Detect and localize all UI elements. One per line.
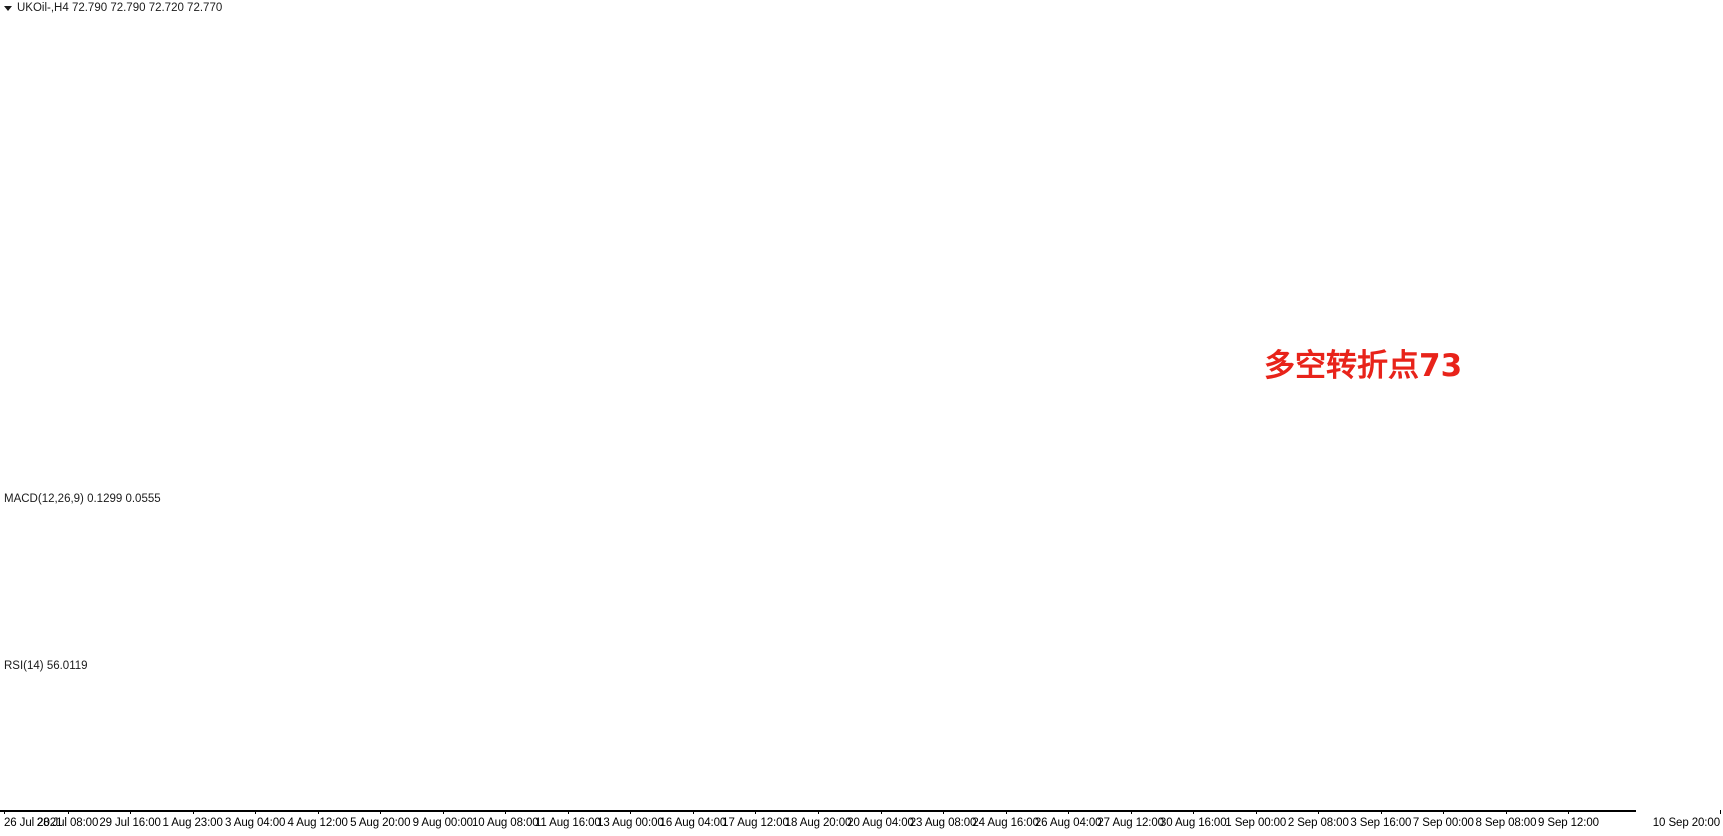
time-axis-label: 9 Sep 12:00	[1537, 817, 1599, 829]
time-axis-label: 9 Aug 00:00	[412, 817, 473, 829]
time-axis-label: 7 Sep 00:00	[1412, 817, 1474, 829]
time-axis[interactable]: 26 Jul 2021 28 Jul 08:00 29 Jul 16:00 1 Aug…	[0, 810, 1723, 836]
time-axis-tick	[1720, 810, 1721, 814]
time-axis-tick	[1568, 810, 1569, 814]
time-axis-label: 10 Sep 20:00	[1652, 817, 1720, 829]
time-axis-tick	[818, 810, 819, 814]
time-axis-tick	[693, 810, 694, 814]
time-axis-tick	[1068, 810, 1069, 814]
time-axis-label: 5 Aug 20:00	[350, 817, 411, 829]
time-axis-tick	[68, 810, 69, 814]
time-axis-tick	[568, 810, 569, 814]
time-axis-tick	[943, 810, 944, 814]
time-axis-label: 3 Aug 04:00	[224, 817, 286, 829]
time-axis-tick	[1506, 810, 1507, 814]
time-axis-label: 10 Aug 08:00	[472, 817, 539, 829]
chart-annotation: 多空转折点73	[1264, 348, 1463, 384]
time-axis-label: 11 Aug 16:00	[534, 817, 601, 829]
time-axis-tick	[630, 810, 631, 814]
time-axis-label: 3 Sep 16:00	[1350, 817, 1412, 829]
symbol-header-label: UKOil-,H4 72.790 72.790 72.720 72.770	[17, 2, 223, 14]
time-axis-label: 27 Aug 12:00	[1097, 817, 1164, 829]
time-axis-tick	[380, 810, 381, 814]
time-axis-tick	[318, 810, 319, 814]
time-axis-label: 1 Sep 00:00	[1225, 817, 1287, 829]
time-axis-tick	[755, 810, 756, 814]
time-axis-label: 13 Aug 00:00	[597, 817, 664, 829]
triangle-down-icon[interactable]	[4, 5, 12, 11]
time-axis-label: 1 Aug 23:00	[162, 817, 223, 829]
time-axis-label: 17 Aug 12:00	[722, 817, 789, 829]
time-axis-tick	[130, 810, 131, 814]
time-axis-label: 26 Jul 2021	[4, 817, 63, 829]
time-axis-tick	[505, 810, 506, 814]
time-axis-tick	[1318, 810, 1319, 814]
macd-header: MACD(12,26,9) 0.1299 0.0555	[4, 493, 161, 505]
time-axis-tick	[193, 810, 194, 814]
time-axis-label: 18 Aug 20:00	[784, 817, 852, 829]
time-axis-label: 23 Aug 08:00	[909, 817, 977, 829]
time-axis-tick	[1193, 810, 1194, 814]
time-axis-tick	[443, 810, 444, 814]
time-axis-tick	[1256, 810, 1257, 814]
time-axis-label: 20 Aug 04:00	[847, 817, 914, 829]
time-axis-label: 26 Aug 04:00	[1034, 817, 1102, 829]
time-axis-label: 24 Aug 16:00	[972, 817, 1039, 829]
time-axis-tick	[255, 810, 256, 814]
symbol-header: UKOil-,H4 72.790 72.790 72.720 72.770	[4, 2, 222, 14]
time-axis-label: 30 Aug 16:00	[1159, 817, 1227, 829]
time-axis-label: 28 Jul 08:00	[36, 817, 99, 829]
time-axis-label: 16 Aug 04:00	[659, 817, 727, 829]
time-axis-tick	[1006, 810, 1007, 814]
time-axis-label: 2 Sep 08:00	[1287, 817, 1349, 829]
rsi-header: RSI(14) 56.0119	[4, 660, 88, 672]
time-axis-label: 8 Sep 08:00	[1475, 817, 1537, 829]
time-axis-label: 4 Aug 12:00	[287, 817, 348, 829]
time-axis-tick	[1381, 810, 1382, 814]
time-axis-label: 29 Jul 16:00	[99, 817, 161, 829]
time-axis-tick	[1131, 810, 1132, 814]
time-axis-tick	[1443, 810, 1444, 814]
time-axis-tick	[4, 810, 5, 814]
time-axis-tick	[881, 810, 882, 814]
